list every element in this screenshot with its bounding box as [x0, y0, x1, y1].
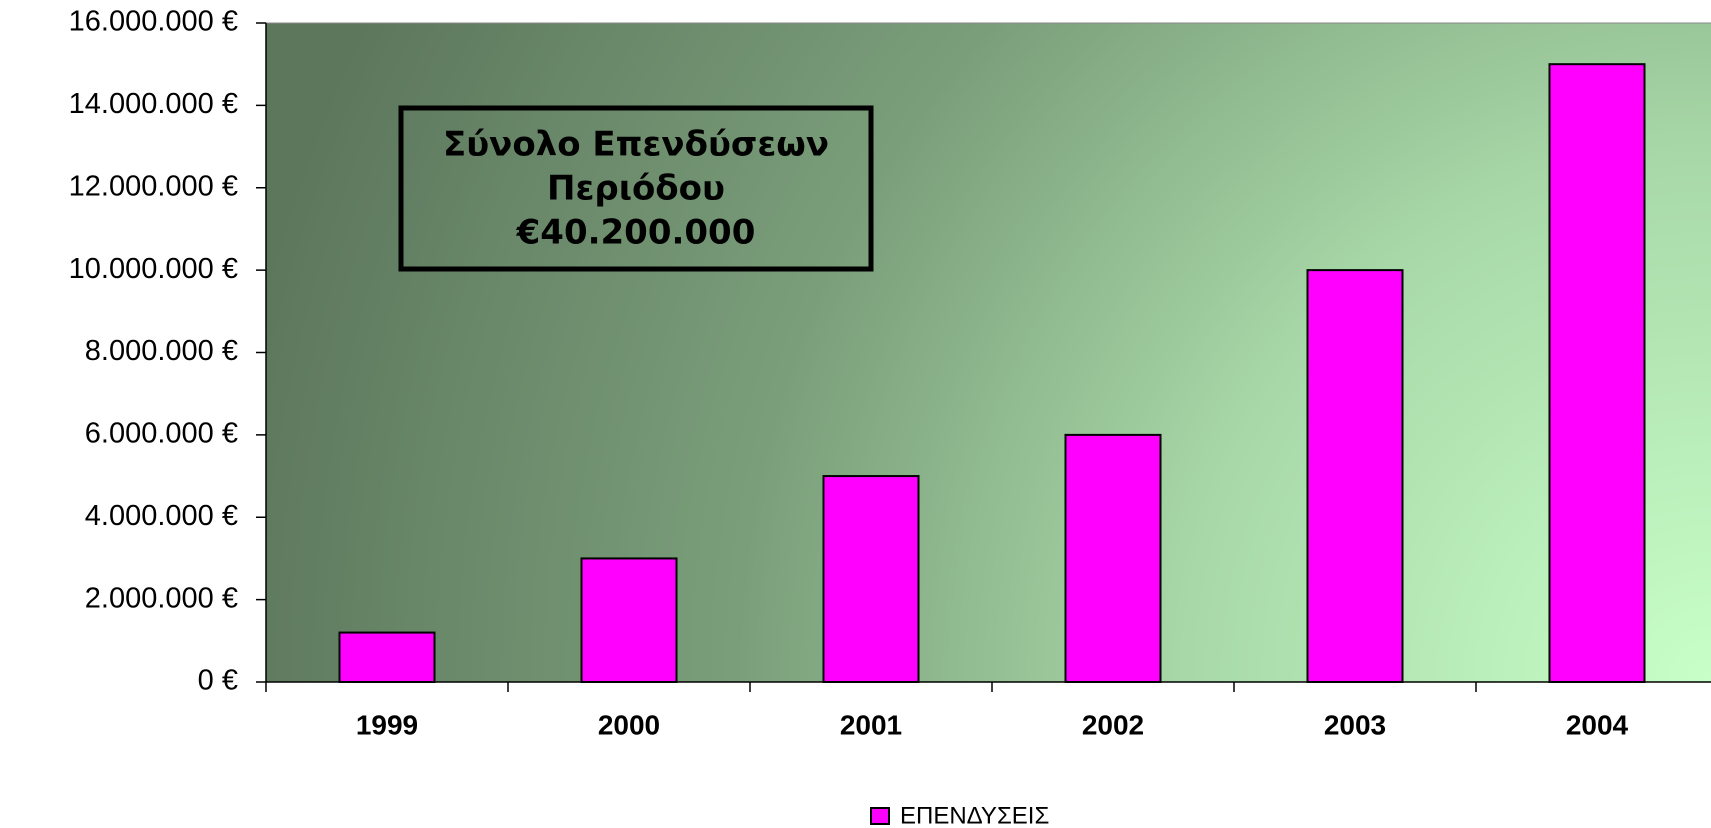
y-tick-label: 16.000.000 €: [69, 6, 238, 38]
y-tick-label: 12.000.000 €: [69, 170, 238, 202]
y-tick-label: 4.000.000 €: [85, 500, 238, 532]
legend-swatch: [870, 807, 890, 825]
y-tick-label: 8.000.000 €: [85, 335, 238, 367]
plot-area: [266, 23, 1711, 682]
x-tick-label: 1999: [356, 709, 418, 740]
x-tick-label: 2000: [598, 709, 660, 740]
bar: [822, 475, 920, 683]
y-tick-label: 0 €: [198, 665, 238, 697]
x-tick-label: 2001: [840, 709, 902, 740]
legend-label: ΕΠΕΝΔΥΣΕΙΣ: [900, 802, 1049, 828]
y-tick-label: 6.000.000 €: [85, 418, 238, 450]
annotation-text: €40.200.000: [516, 213, 756, 253]
annotation: [398, 105, 874, 272]
y-tick-label: 2.000.000 €: [85, 582, 238, 614]
annotation-box: [398, 105, 874, 272]
x-tick-label: 2002: [1082, 709, 1144, 740]
bar: [580, 557, 678, 683]
x-tick-label: 2004: [1566, 709, 1629, 740]
y-tick-label: 14.000.000 €: [69, 88, 238, 120]
y-tick-label: 10.000.000 €: [69, 253, 238, 285]
bar: [338, 631, 436, 684]
bar: [1548, 63, 1646, 683]
bar: [1064, 433, 1162, 683]
annotation-text: Περιόδου: [547, 169, 725, 209]
annotation-text: Σύνολο Επενδύσεων: [443, 125, 829, 165]
x-tick-label: 2003: [1324, 709, 1386, 740]
bar: [1306, 269, 1404, 683]
